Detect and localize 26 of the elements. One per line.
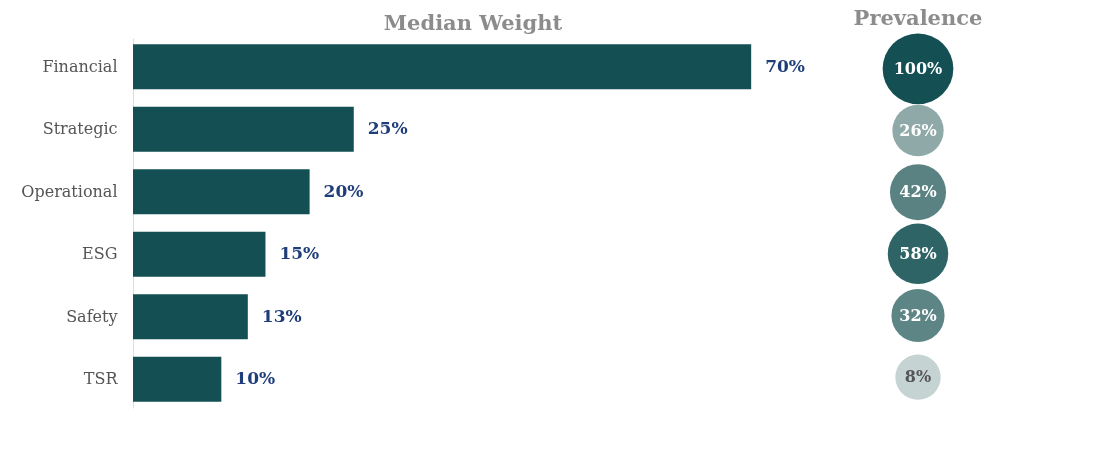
y-tick-label: Safety	[66, 306, 118, 326]
data-label: 8%	[904, 367, 932, 387]
data-label: 58%	[899, 243, 937, 263]
data-label: 10%	[235, 368, 276, 389]
data-label: 42%	[899, 182, 937, 202]
y-tick-label: Strategic	[42, 119, 118, 139]
chart-title: Median Weight	[383, 10, 563, 35]
y-tick-label: ESG	[82, 244, 118, 264]
bar	[133, 44, 752, 90]
data-label: 26%	[899, 120, 937, 140]
bar	[133, 106, 354, 152]
data-label: 100%	[893, 58, 943, 78]
data-label: 70%	[765, 55, 805, 76]
y-tick-label: Operational	[21, 181, 118, 201]
y-tick-label: TSR	[83, 369, 119, 389]
data-label: 20%	[323, 180, 364, 201]
bar	[133, 231, 266, 277]
bar	[133, 356, 222, 402]
y-tick-label: Financial	[42, 56, 118, 76]
data-label: 32%	[899, 305, 937, 325]
bar	[133, 169, 310, 215]
data-label: 25%	[367, 118, 408, 139]
text: Prevalence	[853, 5, 983, 31]
bar	[133, 294, 248, 340]
data-label: 15%	[279, 243, 320, 264]
data-label: 13%	[261, 305, 302, 326]
